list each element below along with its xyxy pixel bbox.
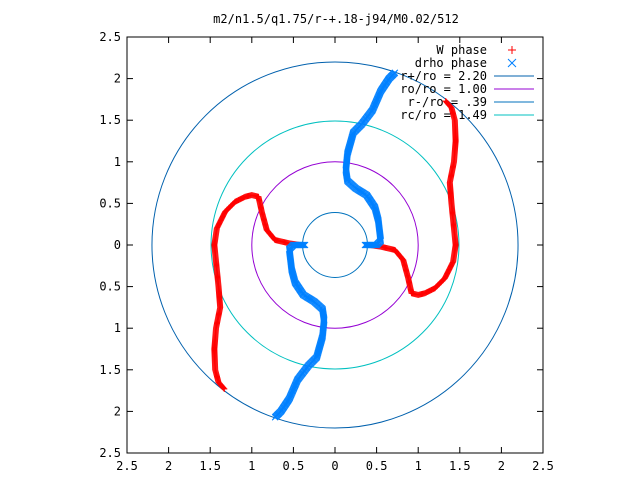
y-axis: 2.5 2 1.5 1 0.5 0 0.5 1 1.5 2 2.5 bbox=[99, 30, 543, 460]
data-point bbox=[298, 241, 306, 249]
radius-circle bbox=[302, 212, 368, 278]
y-tick-label: 1 bbox=[114, 321, 121, 335]
y-tick-label: 1.5 bbox=[99, 113, 121, 127]
y-tick-label: 2 bbox=[114, 72, 121, 86]
data-point bbox=[299, 241, 307, 249]
data-point bbox=[361, 241, 369, 249]
x-tick-label: 1 bbox=[248, 459, 255, 473]
legend-label: rc/ro = 1.49 bbox=[400, 108, 487, 122]
x-tick-label: 1.5 bbox=[199, 459, 221, 473]
data-point bbox=[220, 384, 227, 391]
legend-label: ro/ro = 1.00 bbox=[400, 82, 487, 96]
x-tick-label: 1 bbox=[415, 459, 422, 473]
x-tick-label: 1.5 bbox=[449, 459, 471, 473]
radius-circle bbox=[151, 61, 519, 429]
radius-circle bbox=[251, 161, 419, 329]
chart-title: m2/n1.5/q1.75/r-+.18-j94/M0.02/512 bbox=[213, 12, 459, 26]
y-tick-label: 0.5 bbox=[99, 280, 121, 294]
legend-swatch bbox=[507, 58, 517, 68]
data-points bbox=[211, 69, 459, 421]
data-point bbox=[221, 385, 228, 392]
y-tick-label: 0.5 bbox=[99, 196, 121, 210]
y-tick-label: 1.5 bbox=[99, 363, 121, 377]
x-tick-label: 2 bbox=[498, 459, 505, 473]
y-tick-label: 0 bbox=[114, 238, 121, 252]
data-point bbox=[363, 241, 371, 249]
y-tick-label: 1 bbox=[114, 155, 121, 169]
x-tick-label: 0 bbox=[331, 459, 338, 473]
x-tick-label: 2 bbox=[165, 459, 172, 473]
legend-swatch bbox=[508, 46, 516, 54]
data-point bbox=[442, 98, 449, 105]
legend-label: r-/ro = .39 bbox=[408, 95, 487, 109]
legend-label: drho phase bbox=[415, 56, 487, 70]
y-tick-label: 2 bbox=[114, 404, 121, 418]
data-point bbox=[443, 98, 450, 105]
x-tick-label: 0.5 bbox=[283, 459, 305, 473]
y-tick-label: 2.5 bbox=[99, 30, 121, 44]
x-tick-label: 2.5 bbox=[532, 459, 554, 473]
x-tick-label: 0.5 bbox=[366, 459, 388, 473]
y-tick-label: 2.5 bbox=[99, 446, 121, 460]
data-point bbox=[364, 241, 372, 249]
data-point bbox=[220, 385, 227, 392]
data-point bbox=[443, 99, 450, 106]
data-point bbox=[362, 241, 370, 249]
legend-label: W phase bbox=[436, 43, 487, 57]
radius-circle bbox=[210, 120, 460, 370]
x-axis: 2.5 2 1.5 1 0.5 0 0.5 1 1.5 2 2.5 bbox=[116, 37, 554, 473]
legend-label: r+/ro = 2.20 bbox=[400, 69, 487, 83]
x-tick-label: 2.5 bbox=[116, 459, 138, 473]
data-point bbox=[301, 241, 309, 249]
data-point bbox=[300, 241, 308, 249]
